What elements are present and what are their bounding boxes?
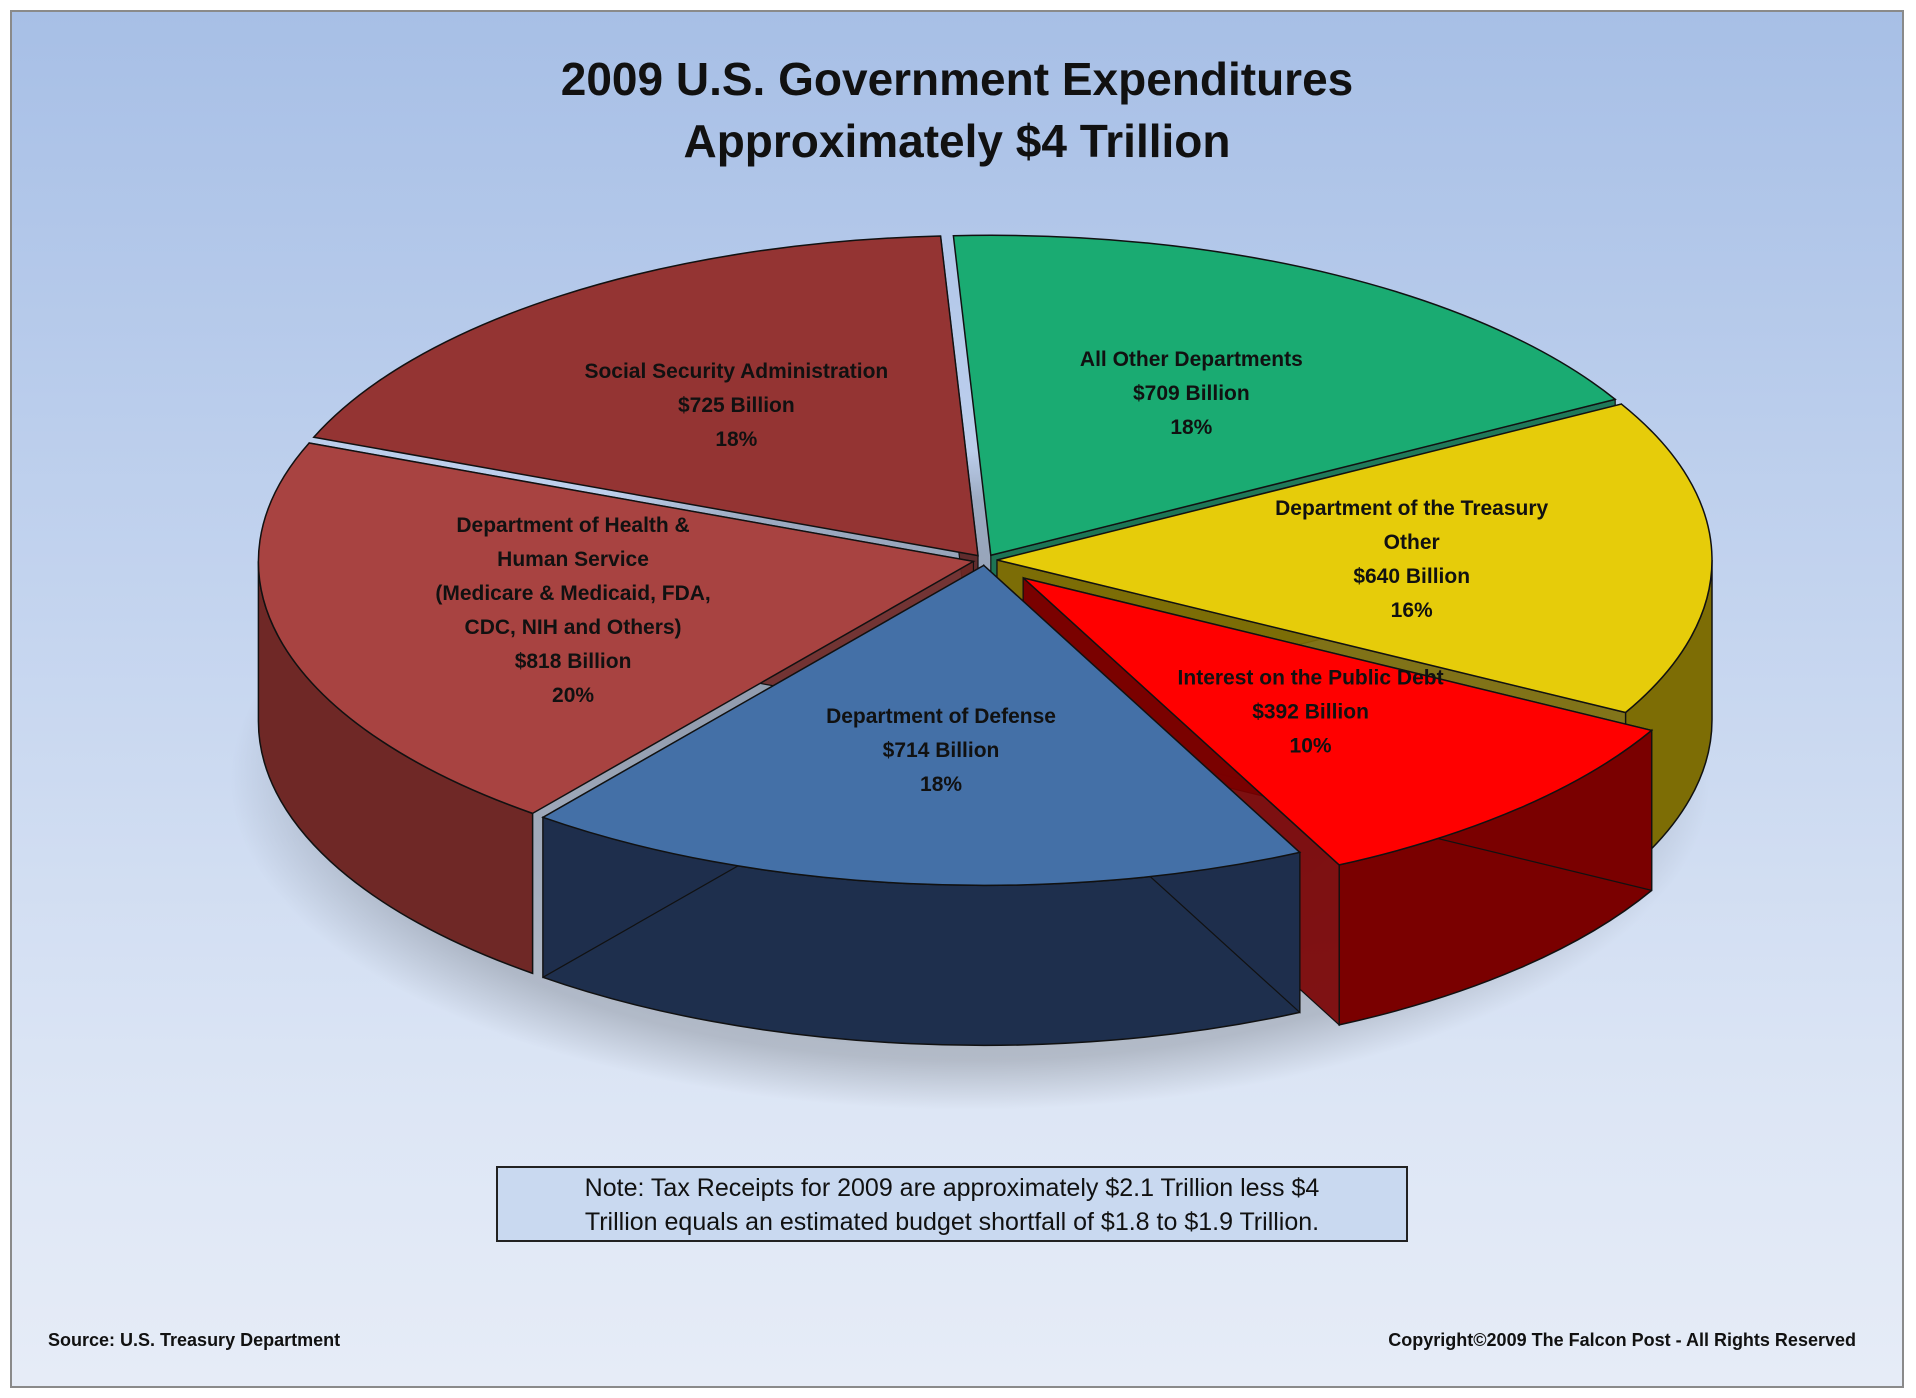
- slice-label-all-other-departments: All Other Departments $709 Billion 18%: [1080, 348, 1303, 439]
- slice-department-of-health-and-human-service: [257, 442, 976, 815]
- slice-social-security-administration: [312, 235, 979, 557]
- slice-label-line: 20%: [552, 684, 594, 707]
- note-box: Note: Tax Receipts for 2009 are approxim…: [496, 1166, 1408, 1242]
- slice-label-line: Other: [1384, 531, 1440, 554]
- slice-label-line: 18%: [1170, 416, 1212, 439]
- slice-label-line: Department of Defense: [826, 705, 1056, 728]
- slice-interest-on-the-public-debt: [1022, 577, 1654, 866]
- source-text: Source: U.S. Treasury Department: [48, 1330, 341, 1350]
- slice-label-line: $818 Billion: [515, 650, 632, 673]
- slice-label-department-of-defense: Department of Defense $714 Billion 18%: [826, 705, 1056, 796]
- slice-label-line: $709 Billion: [1133, 382, 1250, 405]
- chart-title-line-2: Approximately $4 Trillion: [683, 115, 1231, 167]
- chart-title: 2009 U.S. Government Expenditures Approx…: [12, 48, 1902, 172]
- slice-label-line: All Other Departments: [1080, 348, 1303, 371]
- slice-label-line: 10%: [1290, 735, 1332, 758]
- slice-label-line: 16%: [1391, 599, 1433, 622]
- slice-label-line: $714 Billion: [883, 739, 1000, 762]
- chart-title-line-1: 2009 U.S. Government Expenditures: [560, 53, 1354, 105]
- slice-label-line: Department of the Treasury: [1275, 497, 1548, 520]
- slice-label-line: 18%: [715, 428, 757, 451]
- copyright-text: Copyright©2009 The Falcon Post - All Rig…: [1388, 1330, 1856, 1350]
- slice-label-line: $392 Billion: [1252, 701, 1369, 724]
- note-line-1: Note: Tax Receipts for 2009 are approxim…: [584, 1174, 1320, 1202]
- note-line-2: Trillion equals an estimated budget shor…: [584, 1208, 1320, 1236]
- slice-label-social-security-administration: Social Security Administration $725 Billi…: [584, 360, 888, 451]
- slice-label-line: Human Service: [497, 548, 649, 571]
- slice-department-of-defense: [541, 564, 1302, 887]
- slice-label-line: 18%: [920, 773, 962, 796]
- slice-label-line: $725 Billion: [678, 394, 795, 417]
- slice-label-line: Department of Health &: [456, 514, 689, 537]
- slice-label-line: Social Security Administration: [584, 360, 888, 383]
- slice-label-line: CDC, NIH and Others): [465, 616, 682, 639]
- slice-label-department-of-health-and-human-service: Department of Health & Human Service (Medi…: [435, 514, 710, 707]
- slice-all-other-departments: [952, 234, 1617, 557]
- slice-label-line: Interest on the Public Debt: [1178, 667, 1444, 690]
- slice-label-interest-on-the-public-debt: Interest on the Public Debt $392 Billion 1…: [1178, 667, 1444, 758]
- slice-label-department-of-the-treasury-other: Department of the Treasury Other $640 Bill…: [1275, 497, 1548, 622]
- slice-label-line: (Medicare & Medicaid, FDA,: [435, 582, 710, 605]
- slice-department-of-the-treasury-other: [996, 403, 1713, 714]
- slice-label-line: $640 Billion: [1353, 565, 1470, 588]
